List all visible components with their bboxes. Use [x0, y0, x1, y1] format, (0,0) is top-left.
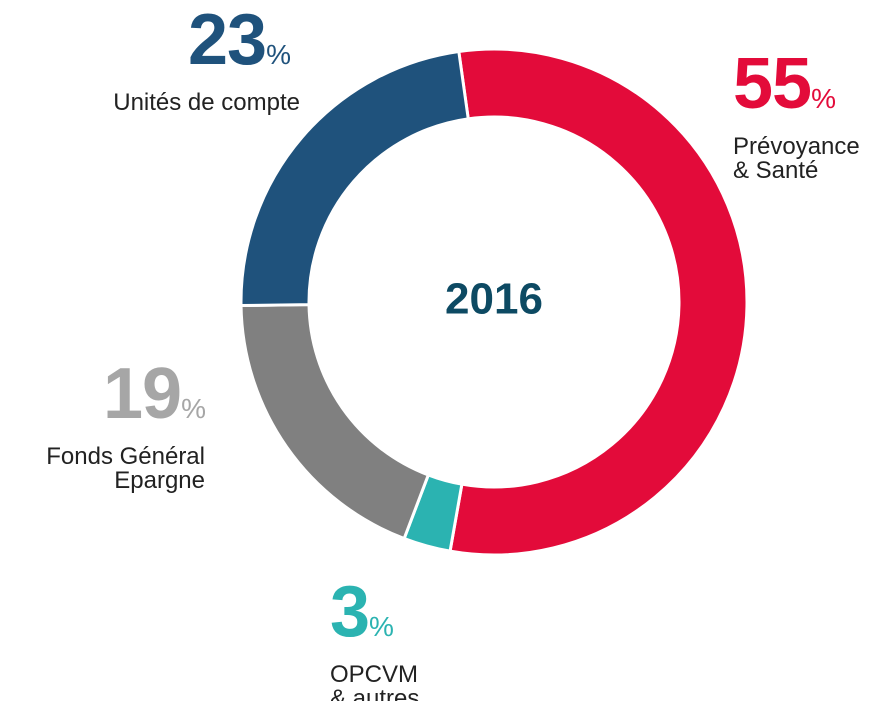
center-label: 2016 [445, 275, 543, 324]
category-label: Unités de compte [113, 89, 300, 116]
value-number: 3 [330, 572, 370, 652]
value-number: 55 [733, 44, 812, 124]
segment-label: 23% Unités de compte [0, 4, 300, 115]
value-label: 19% [0, 358, 206, 441]
value-unit: % [811, 83, 836, 114]
segment-label: 3% OPCVM & autres [330, 576, 630, 701]
donut-segment [239, 49, 470, 308]
value-label: 55% [733, 48, 891, 131]
value-number: 19 [103, 354, 182, 434]
segment-label: 55% Prévoyance & Santé [733, 48, 891, 184]
category-label: OPCVM & autres [330, 661, 420, 701]
segment-label: 19% Fonds Général Epargne [0, 358, 206, 494]
donut-segment [448, 47, 749, 557]
value-label: 23% [0, 4, 291, 87]
value-unit: % [181, 393, 206, 424]
donut-segment [239, 303, 431, 541]
value-unit: % [266, 39, 291, 70]
value-number: 23 [188, 0, 267, 80]
value-label: 3% [330, 576, 630, 659]
category-label: Prévoyance & Santé [733, 133, 860, 184]
category-label: Fonds Général Epargne [46, 443, 205, 494]
value-unit: % [369, 611, 394, 642]
